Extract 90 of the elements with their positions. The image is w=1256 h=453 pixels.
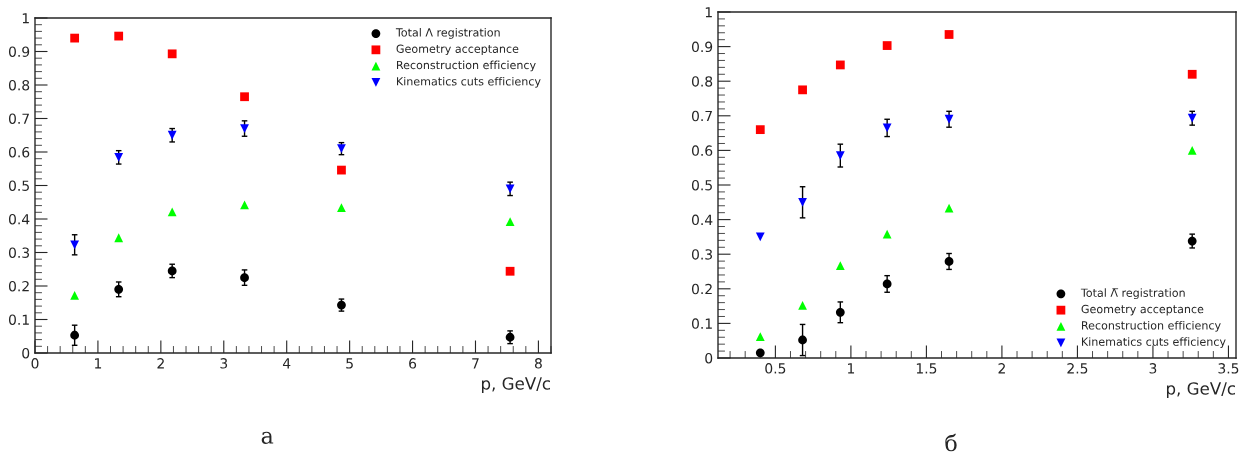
legend-label: Total Λ registration (395, 28, 500, 39)
y-tick-label: 0.4 (691, 214, 713, 226)
legend-label: Kinematics cuts efficiency (397, 76, 541, 88)
y-tick-label: 0.9 (691, 41, 713, 53)
point (882, 229, 892, 239)
x-tick-label: 6 (409, 358, 417, 369)
point (70, 290, 80, 300)
y-tick-label: 0.9 (8, 46, 30, 57)
y-tick-label: 1 (22, 13, 29, 24)
y-tick-label: 0.3 (8, 247, 30, 258)
x-axis-title: p, GeV/c (481, 377, 550, 393)
point (798, 85, 807, 95)
point (70, 240, 80, 250)
y-tick-label: 0.3 (691, 249, 713, 260)
point (1187, 146, 1197, 155)
point (798, 301, 807, 310)
x-tick-label: 2 (998, 363, 1005, 374)
point (944, 203, 954, 213)
point (835, 261, 845, 271)
y-tick-label: 0.5 (691, 179, 712, 191)
y-tick-label: 0.6 (691, 145, 713, 156)
point (240, 273, 249, 283)
x-tick-label: 2.5 (1067, 363, 1088, 374)
x-tick-label: 7 (472, 358, 479, 369)
x-tick-label: 0 (31, 358, 39, 369)
y-tick-label: 0.1 (691, 318, 712, 329)
point (240, 124, 249, 133)
point (882, 41, 892, 50)
point (1187, 236, 1197, 246)
x-tick-label: 3 (1149, 363, 1157, 374)
y-tick-label: 0 (22, 347, 30, 359)
y-tick-label: 0.5 (8, 180, 29, 191)
x-tick-label: 1.5 (916, 363, 937, 374)
legend-label: Total Λ̅ registration (1080, 288, 1185, 300)
legend-label: Reconstruction efficiency (397, 60, 536, 72)
point (240, 92, 249, 102)
point (755, 348, 765, 358)
y-tick-label: 0.4 (8, 213, 30, 225)
point (337, 203, 346, 212)
x-tick-label: 0.5 (765, 363, 786, 374)
x-tick-label: 1 (848, 363, 855, 374)
text: б (945, 433, 957, 452)
point (755, 232, 765, 242)
x-tick-label: 2 (157, 358, 164, 369)
point (835, 60, 845, 70)
point (882, 123, 892, 133)
legend-label: Reconstruction efficiency (1082, 320, 1221, 332)
point (882, 279, 892, 289)
x-tick-label: 3.5 (1218, 363, 1239, 374)
y-tick-label: 0.2 (691, 283, 712, 295)
y-tick-label: 0.1 (8, 314, 29, 325)
point (505, 266, 515, 276)
y-tick-label: 0.2 (8, 280, 29, 292)
point (167, 207, 177, 217)
point (944, 30, 954, 39)
point (835, 151, 845, 160)
point (114, 31, 124, 41)
x-axis-title: p, GeV/c (1166, 382, 1235, 398)
point (798, 335, 807, 345)
text: а (261, 431, 274, 444)
legend-label: Kinematics cuts efficiency (1082, 337, 1226, 348)
point (944, 257, 954, 266)
y-tick-label: 0.7 (8, 113, 29, 124)
y-tick-label: 1 (705, 7, 712, 18)
point (1187, 69, 1197, 79)
x-tick-label: 5 (346, 358, 353, 369)
point (835, 307, 845, 317)
point (114, 233, 124, 243)
point (70, 33, 80, 43)
point (70, 330, 80, 340)
point (114, 284, 124, 294)
legend-label: Geometry acceptance (396, 44, 519, 56)
y-tick-label: 0.7 (691, 110, 712, 122)
y-tick-label: 0.8 (8, 79, 30, 91)
point (755, 125, 765, 135)
legend-label: Geometry acceptance (1081, 304, 1204, 316)
point (798, 197, 807, 207)
point (755, 332, 765, 341)
point (240, 200, 249, 210)
point (505, 217, 515, 227)
x-tick-label: 3 (220, 358, 228, 369)
y-tick-label: 0.6 (8, 146, 30, 158)
x-tick-label: 4 (282, 358, 291, 369)
y-tick-label: 0.8 (691, 76, 713, 87)
point (337, 165, 346, 175)
point (167, 49, 177, 59)
point (505, 332, 515, 342)
point (944, 114, 954, 124)
x-tick-label: 8 (534, 358, 542, 369)
x-tick-label: 1 (95, 358, 102, 369)
